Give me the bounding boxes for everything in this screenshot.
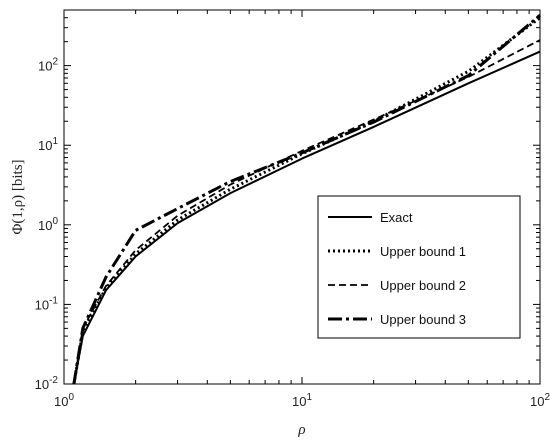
- series-line-4: [72, 14, 541, 385]
- legend-label-1: Exact: [380, 210, 413, 225]
- y-axis-label: Φ(1,ρ) [bits]: [10, 159, 26, 234]
- y-tick-label: 10-2: [35, 375, 59, 392]
- y-tick-label: 10-1: [35, 295, 59, 312]
- y-tick-label: 100: [38, 216, 58, 233]
- x-tick-label: 100: [54, 392, 74, 409]
- ticks-layer: 100 101 102 10-2 10-1 100 101 102: [35, 9, 550, 409]
- legend-label-2: Upper bound 1: [380, 244, 466, 259]
- series-line-1: [72, 50, 541, 385]
- legend-box: [317, 195, 521, 339]
- x-tick-label: 101: [292, 392, 312, 409]
- y-tick-label: 102: [38, 57, 58, 74]
- y-tick-label: 101: [38, 136, 58, 153]
- legend-label-3: Upper bound 2: [380, 278, 466, 293]
- x-axis-label: ρ: [297, 422, 305, 438]
- series-layer: [72, 14, 541, 385]
- legend: Exact Upper bound 1 Upper bound 2 Upper bou…: [317, 195, 521, 339]
- legend-label-4: Upper bound 3: [380, 312, 466, 327]
- x-tick-label: 102: [530, 392, 550, 409]
